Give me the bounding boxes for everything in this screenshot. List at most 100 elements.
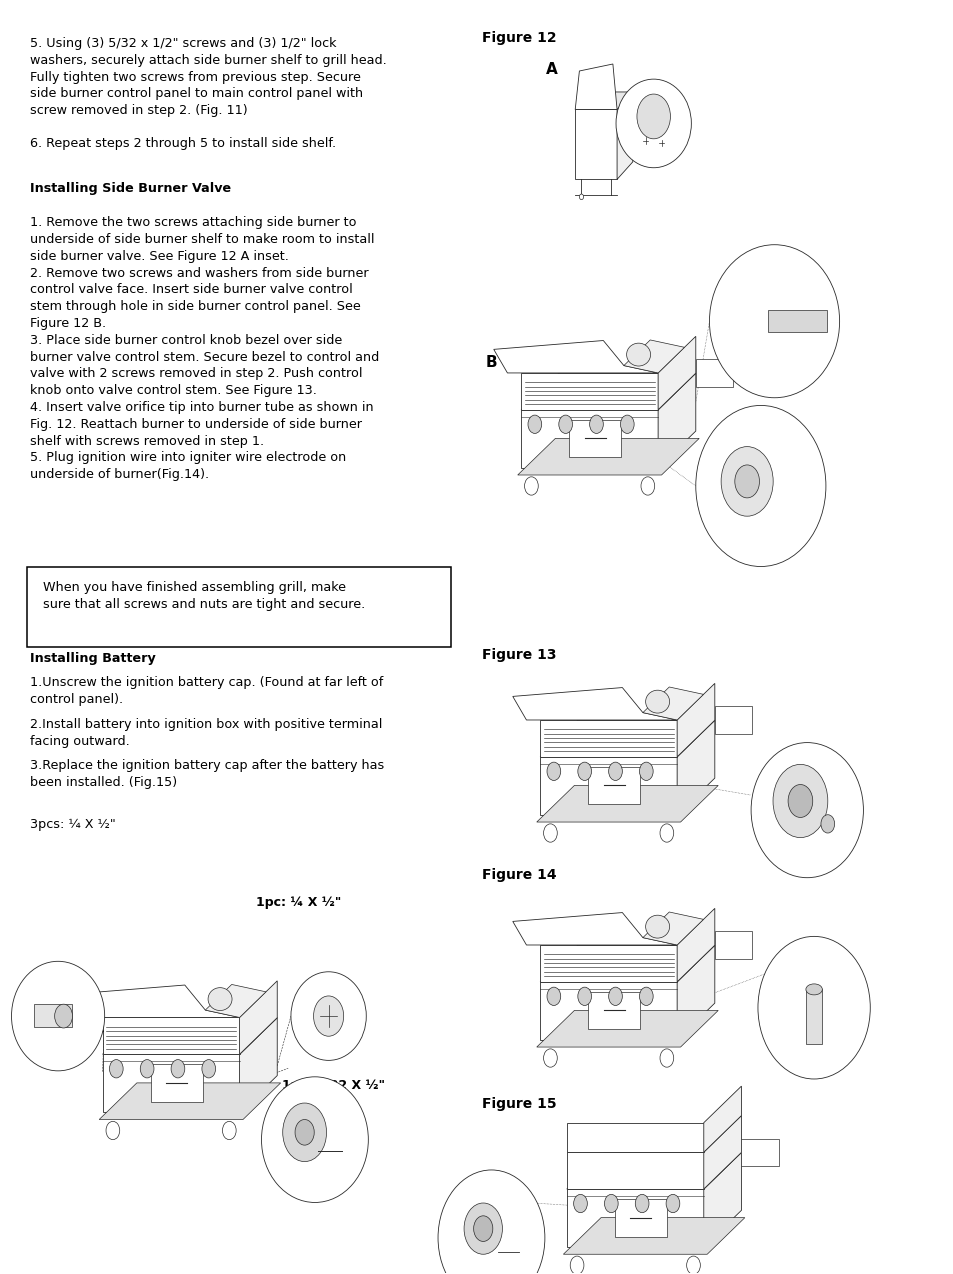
Polygon shape [642,912,702,945]
Circle shape [772,764,827,837]
Polygon shape [575,92,632,110]
Polygon shape [239,981,277,1055]
Text: Installing Battery: Installing Battery [30,652,155,665]
Ellipse shape [616,79,691,168]
Circle shape [734,465,759,498]
Polygon shape [566,1122,703,1152]
Circle shape [282,1103,326,1162]
Circle shape [573,1194,587,1213]
Circle shape [639,762,653,781]
Circle shape [524,476,537,496]
Circle shape [640,476,654,496]
Bar [587,991,639,1029]
Circle shape [202,1060,215,1078]
Bar [614,1199,666,1237]
Text: 1.Unscrew the ignition battery cap. (Found at far left of
control panel).: 1.Unscrew the ignition battery cap. (Fou… [30,676,383,706]
Text: 10: 10 [464,1238,489,1257]
Bar [805,990,821,1045]
Ellipse shape [750,743,862,878]
Circle shape [140,1060,153,1078]
Ellipse shape [437,1170,544,1274]
Circle shape [608,987,621,1005]
Ellipse shape [261,1077,368,1203]
Ellipse shape [626,343,650,366]
Text: When you have finished assembling grill, make
sure that all screws and nuts are : When you have finished assembling grill,… [43,581,365,610]
Text: Installing Side Burner Valve: Installing Side Burner Valve [30,182,231,195]
Circle shape [686,1256,700,1274]
Polygon shape [512,912,677,945]
Circle shape [527,415,541,433]
Polygon shape [75,985,239,1018]
Polygon shape [239,1018,277,1112]
Circle shape [171,1060,185,1078]
Text: Figure 12: Figure 12 [481,31,556,45]
Circle shape [787,785,812,818]
Ellipse shape [645,915,669,938]
Circle shape [821,814,834,833]
Text: Figure 14: Figure 14 [481,869,556,883]
Circle shape [578,762,591,781]
Bar [714,707,752,734]
Polygon shape [658,373,695,468]
Polygon shape [537,786,718,822]
Ellipse shape [757,936,869,1079]
Circle shape [635,1194,648,1213]
Polygon shape [520,373,658,410]
Circle shape [222,1121,236,1140]
Text: 1. Remove the two screws attaching side burner to
underside of side burner shelf: 1. Remove the two screws attaching side … [30,217,378,482]
Circle shape [543,824,557,842]
Bar [151,1064,202,1102]
Circle shape [720,447,772,516]
Ellipse shape [291,972,366,1060]
Polygon shape [494,340,658,373]
Circle shape [604,1194,618,1213]
Ellipse shape [709,245,839,397]
Polygon shape [99,1083,280,1120]
Polygon shape [103,1018,277,1055]
Polygon shape [520,410,658,468]
Text: 6. Repeat steps 2 through 5 to install side shelf.: 6. Repeat steps 2 through 5 to install s… [30,138,335,150]
Ellipse shape [805,984,821,995]
Ellipse shape [645,691,669,713]
Polygon shape [703,1153,740,1247]
Text: 1pc: ¼ X ½": 1pc: ¼ X ½" [256,897,341,910]
Bar [695,359,733,387]
Polygon shape [623,340,683,373]
Polygon shape [677,908,714,982]
Polygon shape [539,982,677,1040]
Circle shape [558,415,572,433]
Text: A: A [545,62,557,78]
Ellipse shape [11,962,105,1071]
Polygon shape [566,1152,703,1189]
Bar [740,1139,779,1166]
Text: 1pc: 5/32 X ½": 1pc: 5/32 X ½" [282,1079,385,1092]
Circle shape [294,1120,314,1145]
Polygon shape [520,373,695,410]
Circle shape [665,1194,679,1213]
Circle shape [589,415,602,433]
Polygon shape [575,110,617,180]
Bar [34,1004,71,1027]
Circle shape [570,1256,583,1274]
Polygon shape [677,720,714,814]
Polygon shape [517,438,699,475]
Circle shape [543,1049,557,1068]
Polygon shape [563,1218,744,1255]
Polygon shape [642,687,702,720]
Polygon shape [205,985,266,1018]
Bar [767,311,825,333]
Bar [714,931,752,959]
Polygon shape [677,683,714,757]
Circle shape [659,1049,673,1068]
Polygon shape [539,720,714,757]
Circle shape [463,1203,502,1255]
Polygon shape [703,1087,740,1152]
Bar [587,767,639,804]
Polygon shape [566,1153,740,1189]
Polygon shape [539,720,677,757]
Polygon shape [575,64,617,110]
Circle shape [637,94,670,139]
Circle shape [619,415,634,433]
Polygon shape [703,1116,740,1189]
Polygon shape [537,1010,718,1047]
